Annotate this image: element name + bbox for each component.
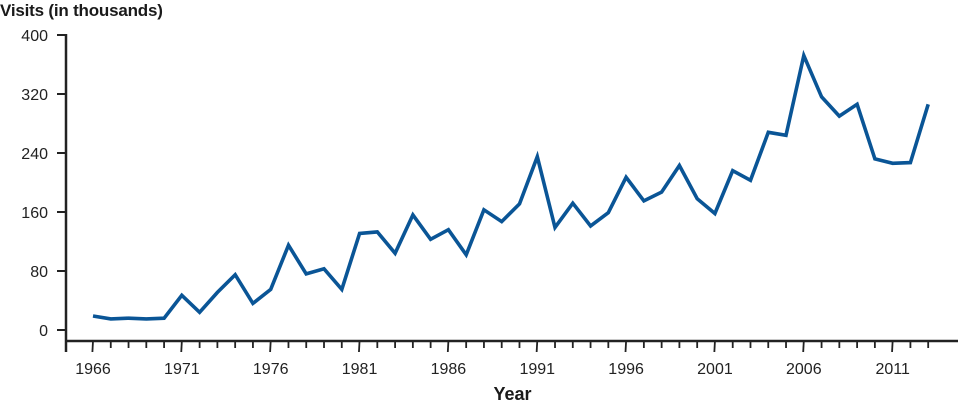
visits-line-series bbox=[92, 49, 930, 321]
x-major-tick bbox=[180, 340, 183, 353]
x-major-tick bbox=[91, 340, 94, 353]
x-tick-label: 1976 bbox=[253, 361, 289, 378]
y-tick-label: 320 bbox=[21, 87, 48, 104]
x-tick-label: 2011 bbox=[875, 361, 910, 378]
x-axis: 1966 1971 1976 1981 1986 1991 1996 2001 2006 2011 bbox=[65, 339, 958, 378]
y-tick-label: 160 bbox=[21, 205, 48, 222]
x-tick-label: 1991 bbox=[519, 361, 555, 378]
x-tick-label: 1971 bbox=[164, 361, 200, 378]
x-major-tick bbox=[802, 340, 805, 353]
x-tick-label: 1996 bbox=[608, 361, 644, 378]
x-major-tick bbox=[535, 340, 539, 353]
y-tick-label: 0 bbox=[39, 323, 48, 340]
y-axis-title: Visits (in thousands) bbox=[0, 1, 163, 20]
x-major-tick bbox=[446, 340, 450, 353]
y-tick-label: 240 bbox=[21, 146, 48, 163]
x-axis-title: Year bbox=[493, 384, 532, 404]
x-major-tick bbox=[269, 340, 272, 353]
x-tick-label: 2006 bbox=[786, 361, 822, 378]
x-tick-label: 1981 bbox=[342, 361, 378, 378]
x-tick-label: 1986 bbox=[431, 361, 467, 378]
x-tick-label: 2001 bbox=[697, 361, 733, 378]
x-major-tick bbox=[624, 340, 627, 353]
x-tick-label: 1966 bbox=[75, 361, 111, 378]
y-axis: 0 80 160 240 320 400 bbox=[21, 28, 68, 352]
x-major-tick bbox=[358, 340, 361, 353]
x-major-tick bbox=[713, 340, 716, 353]
y-tick-label: 400 bbox=[21, 28, 48, 45]
x-major-tick bbox=[891, 340, 894, 353]
y-tick-label: 80 bbox=[30, 264, 48, 281]
